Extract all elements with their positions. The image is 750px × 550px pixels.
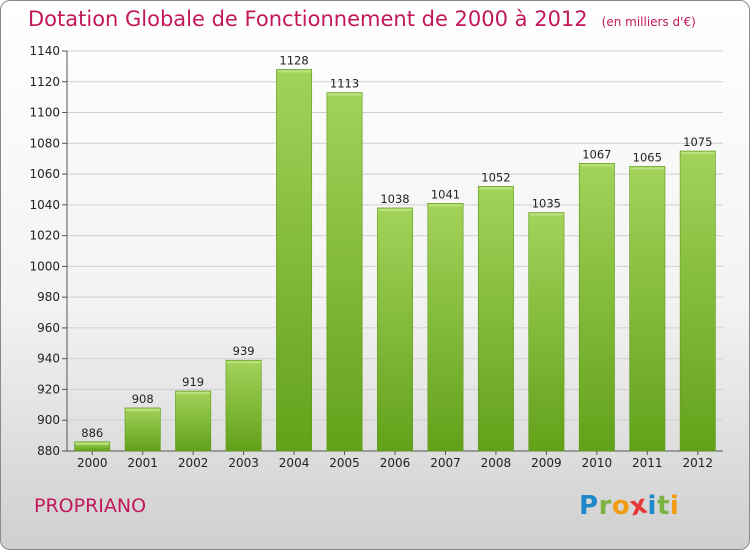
y-tick-label: 1040: [29, 198, 60, 212]
y-tick-label: 1020: [29, 229, 60, 243]
bar-highlight: [580, 164, 614, 167]
x-tick-label: 2001: [127, 456, 158, 470]
bar-highlight: [277, 70, 311, 73]
x-tick-label: 2011: [632, 456, 663, 470]
bar: [377, 207, 413, 452]
bar: [276, 69, 313, 452]
bar: [326, 92, 363, 452]
logo-letter: i: [669, 491, 680, 521]
y-tick-label: 920: [37, 382, 60, 396]
x-tick-label: 2002: [178, 456, 209, 470]
y-tick-label: 1060: [29, 167, 60, 181]
data-label: 1065: [633, 150, 662, 164]
bar: [679, 150, 716, 452]
logo-letter: r: [598, 491, 612, 521]
x-tick-label: 2006: [380, 456, 411, 470]
x-tick-label: 2003: [228, 456, 259, 470]
data-label: 1052: [481, 170, 510, 184]
data-label: 1113: [330, 77, 359, 91]
data-label: 919: [182, 375, 204, 389]
chart-subtitle: (en milliers d'€): [601, 15, 696, 29]
logo-letter: o: [611, 491, 631, 521]
data-label: 1041: [431, 187, 460, 201]
proxiti-logo[interactable]: Proxiti: [579, 490, 680, 523]
data-label: 1035: [532, 197, 561, 211]
bar-highlight: [479, 187, 513, 190]
y-tick-label: 960: [37, 321, 60, 335]
bar: [477, 186, 514, 452]
x-tick-label: 2007: [430, 456, 461, 470]
y-tick-label: 1000: [29, 259, 60, 273]
x-tick-label: 2010: [582, 456, 613, 470]
data-label: 1128: [279, 53, 308, 67]
data-label: 886: [81, 426, 103, 440]
bar-highlight: [378, 208, 412, 211]
commune-name: PROPRIANO: [34, 495, 147, 517]
y-tick-label: 1140: [29, 44, 60, 58]
y-tick-label: 940: [37, 352, 60, 366]
y-tick-label: 900: [37, 413, 60, 427]
y-tick-label: 980: [37, 290, 60, 304]
y-tick-label: 1100: [29, 106, 60, 120]
x-tick-label: 2012: [682, 456, 713, 470]
data-label: 908: [132, 392, 154, 406]
x-tick-label: 2004: [279, 456, 310, 470]
data-label: 1038: [380, 192, 409, 206]
bar-highlight: [428, 204, 463, 207]
bar-highlight: [327, 93, 362, 96]
bar-highlight: [75, 442, 109, 445]
logo-letter: t: [656, 491, 670, 521]
bar-highlight: [126, 408, 160, 411]
bar-highlight: [176, 392, 210, 394]
bar-highlight: [681, 152, 715, 154]
x-tick-label: 2008: [481, 456, 512, 470]
bar: [629, 166, 666, 452]
y-tick-label: 1120: [29, 75, 60, 89]
y-tick-label: 880: [37, 444, 60, 458]
chart-title: Dotation Globale de Fonctionnement de 20…: [28, 7, 696, 31]
bar-highlight: [529, 213, 564, 216]
x-tick-label: 2000: [77, 456, 108, 470]
bar-highlight: [226, 361, 261, 364]
bar: [578, 163, 615, 452]
bar: [528, 212, 565, 452]
data-label: 1075: [683, 135, 712, 149]
bar: [225, 359, 262, 452]
logo-letter: i: [647, 491, 657, 521]
bars: [74, 69, 716, 452]
data-label: 939: [233, 344, 255, 358]
labels: 880 900 920 940 960 980 1000 1020 1040 1060 1080 11…: [29, 44, 713, 470]
bar: [124, 407, 161, 452]
y-tick-label: 1080: [29, 136, 60, 150]
chart-title-text: Dotation Globale de Fonctionnement de 20…: [28, 7, 588, 31]
bar-highlight: [630, 167, 664, 170]
bar: [427, 203, 464, 452]
logo-letter: P: [579, 491, 599, 521]
bar: [175, 390, 212, 452]
data-label: 1067: [582, 147, 611, 161]
x-tick-label: 2005: [329, 456, 360, 470]
bar: [74, 441, 111, 452]
x-tick-label: 2009: [531, 456, 562, 470]
